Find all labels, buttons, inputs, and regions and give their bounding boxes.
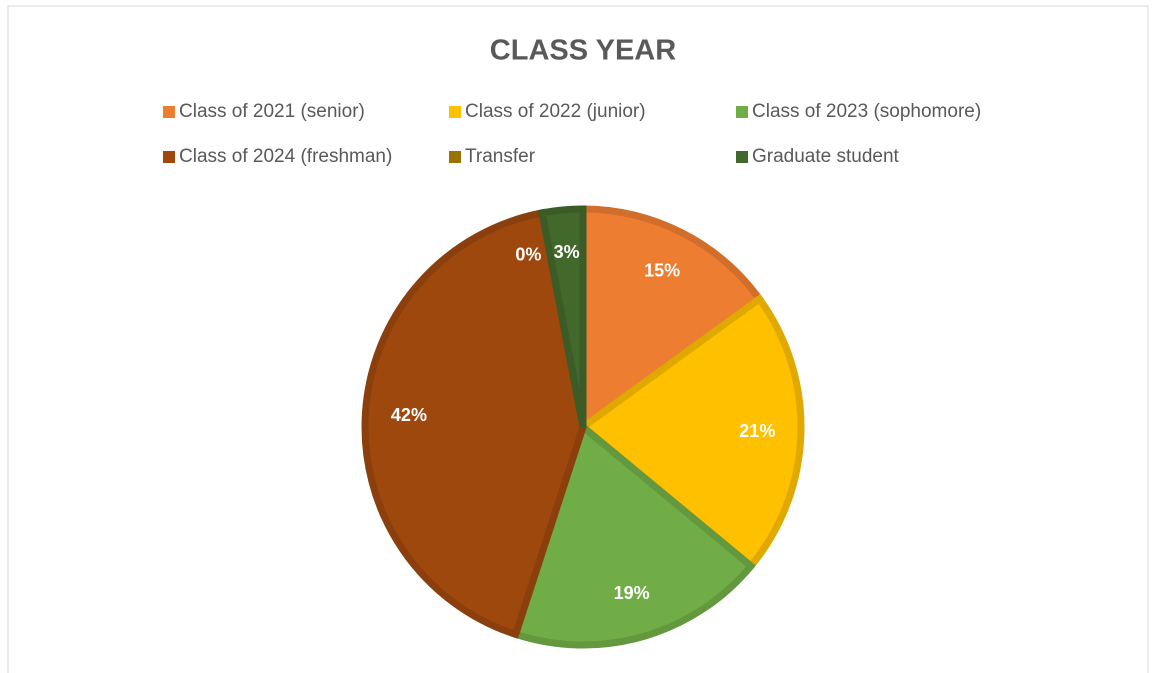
- legend-label: Class of 2021 (senior): [179, 101, 365, 122]
- pie-slice: [579, 205, 765, 434]
- pie-slice: [577, 293, 805, 571]
- chart-title: CLASS YEAR: [490, 35, 676, 67]
- legend-swatch: [163, 106, 175, 118]
- pie-slice: [361, 208, 587, 639]
- legend-swatch: [449, 106, 461, 118]
- data-label: 21%: [739, 421, 775, 441]
- data-label: 0%: [515, 244, 541, 264]
- pie-slice: [538, 205, 587, 428]
- legend-swatch: [736, 151, 748, 163]
- legend-label: Class of 2022 (junior): [465, 101, 646, 122]
- pie-slice: [511, 421, 756, 649]
- data-label: 19%: [614, 583, 650, 603]
- legend-swatch: [736, 106, 748, 118]
- data-label: 42%: [391, 405, 427, 425]
- data-label: 15%: [644, 260, 680, 280]
- legend-label: Transfer: [465, 146, 536, 167]
- legend-swatch: [449, 151, 461, 163]
- legend-label: Graduate student: [752, 146, 900, 167]
- legend-label: Class of 2023 (sophomore): [752, 101, 981, 122]
- legend-swatch: [163, 151, 175, 163]
- legend-label: Class of 2024 (freshman): [179, 146, 392, 167]
- data-label: 3%: [554, 242, 580, 262]
